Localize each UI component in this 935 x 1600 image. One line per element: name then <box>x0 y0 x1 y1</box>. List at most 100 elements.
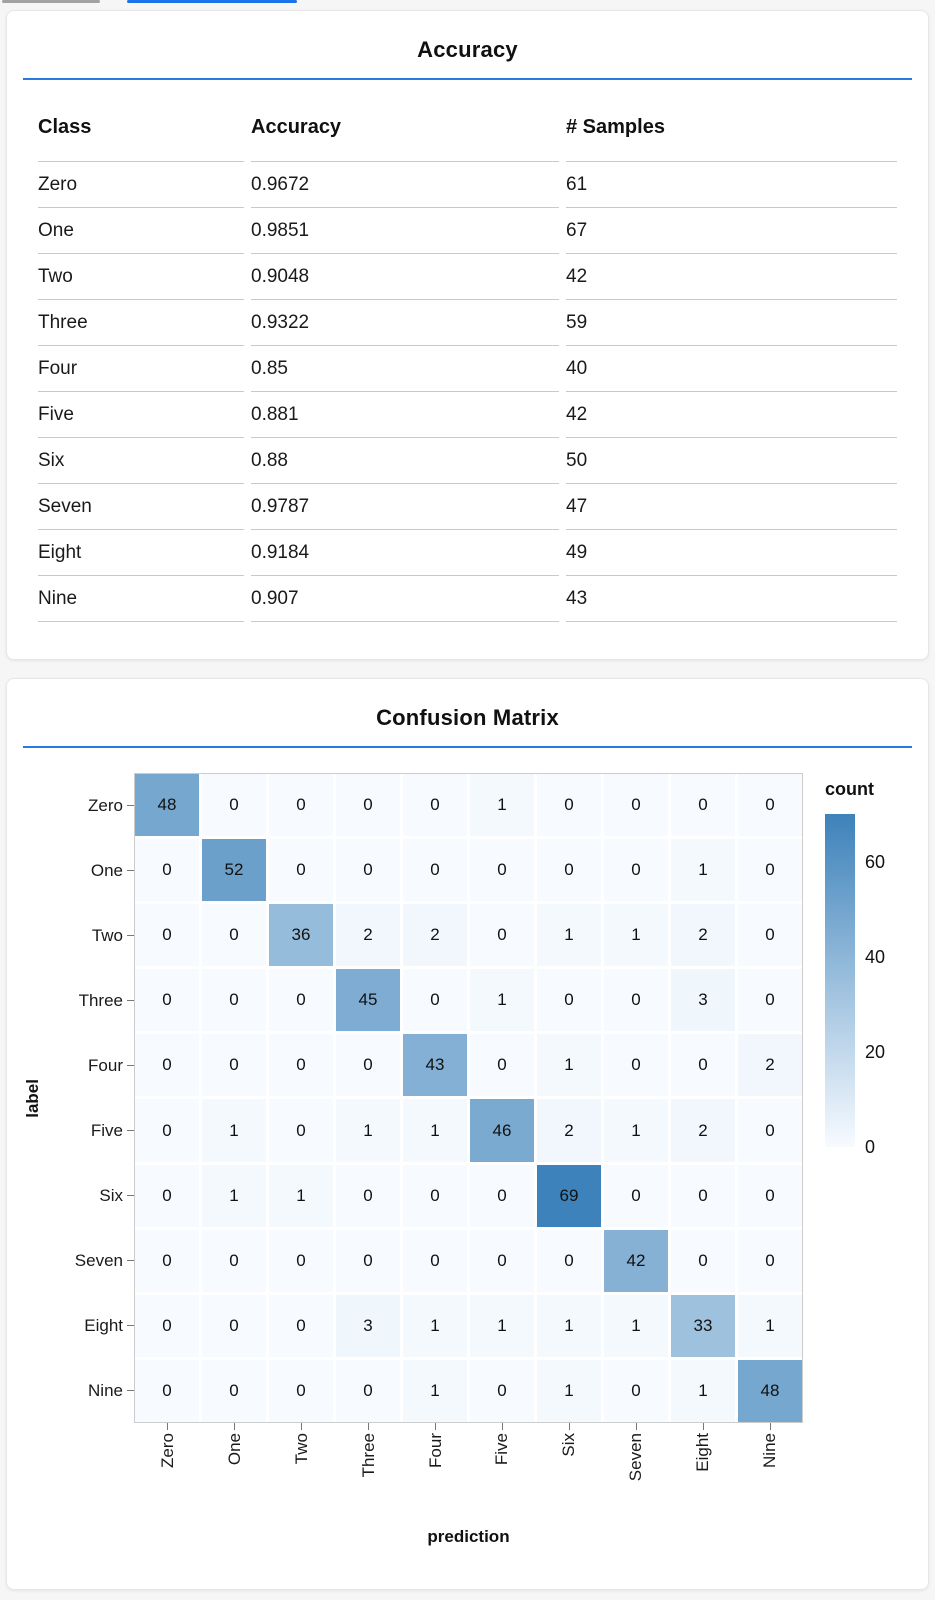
table-cell: Six <box>38 437 244 483</box>
heatmap-cell: 0 <box>604 1359 668 1422</box>
accuracy-panel-title: Accuracy <box>417 37 518 62</box>
legend-tick-label: 0 <box>865 1137 876 1157</box>
heatmap-cell: 46 <box>470 1099 534 1162</box>
table-cell: 0.9322 <box>251 299 559 345</box>
table-row: Nine 0.907 43 <box>38 575 897 622</box>
x-tick-label: Six <box>535 1423 602 1513</box>
heatmap-cell: 1 <box>403 1099 467 1162</box>
heatmap-cell: 0 <box>135 1229 199 1292</box>
table-cell: 50 <box>566 437 897 483</box>
heatmap-cell: 0 <box>403 969 467 1032</box>
heatmap-cell: 0 <box>336 1164 400 1227</box>
heatmap-cell: 52 <box>202 839 266 902</box>
y-tick-label: Nine <box>59 1358 134 1423</box>
x-tick-mark <box>435 1423 437 1430</box>
heatmap-cell: 1 <box>336 1099 400 1162</box>
x-tick-mark <box>702 1423 704 1430</box>
table-cell: Three <box>38 299 244 345</box>
accuracy-title-underline <box>23 78 912 80</box>
x-tick-mark <box>368 1423 370 1430</box>
table-row: Six 0.88 50 <box>38 437 897 483</box>
heatmap-cell: 0 <box>403 1164 467 1227</box>
heatmap-cell: 0 <box>336 839 400 902</box>
table-cell: 49 <box>566 529 897 575</box>
heatmap-cell: 0 <box>671 1229 735 1292</box>
table-cell: 0.85 <box>251 345 559 391</box>
heatmap-cell: 0 <box>202 1359 266 1422</box>
y-tick-mark <box>127 935 134 936</box>
heatmap-grid: 48 0 0 0 0 1 0 0 0 0 0 52 0 0 0 0 0 0 1 0 0 0 36 2 2 0 1 1 2 0 0 0 0 45 0 1… <box>134 773 803 1423</box>
y-tick-mark <box>127 1000 134 1001</box>
heatmap-cell: 0 <box>604 1034 668 1097</box>
heatmap-cell: 0 <box>738 1164 802 1227</box>
heatmap-cell: 33 <box>671 1294 735 1357</box>
heatmap-cell: 48 <box>738 1359 802 1422</box>
accuracy-table: Class Accuracy # Samples Zero 0.9672 61 One… <box>31 98 904 622</box>
table-row: Seven 0.9787 47 <box>38 483 897 529</box>
heatmap-cell: 0 <box>738 1099 802 1162</box>
heatmap-cell: 0 <box>738 839 802 902</box>
heatmap-cell: 0 <box>269 1229 333 1292</box>
heatmap-cell: 0 <box>604 774 668 837</box>
heatmap-cell: 0 <box>738 1229 802 1292</box>
x-tick-mark <box>568 1423 570 1430</box>
heatmap-cell: 0 <box>135 1359 199 1422</box>
heatmap-cell: 1 <box>604 1294 668 1357</box>
table-cell: Nine <box>38 575 244 622</box>
heatmap-cell: 1 <box>537 904 601 967</box>
column-header-accuracy: Accuracy <box>251 116 342 138</box>
heatmap-cell: 0 <box>269 1099 333 1162</box>
heatmap-cell: 0 <box>537 1229 601 1292</box>
top-blue-bar <box>127 0 297 3</box>
heatmap-cell: 1 <box>671 839 735 902</box>
heatmap-cell: 2 <box>336 904 400 967</box>
table-cell: 0.9184 <box>251 529 559 575</box>
heatmap-cell: 0 <box>269 1359 333 1422</box>
x-tick-label: Eight <box>669 1423 736 1513</box>
x-tick-label: Four <box>402 1423 469 1513</box>
x-tick-label: Two <box>268 1423 335 1513</box>
y-tick-mark <box>127 805 134 806</box>
heatmap-cell: 0 <box>336 1229 400 1292</box>
heatmap-cell: 0 <box>604 1164 668 1227</box>
y-tick-mark <box>127 1260 134 1261</box>
y-axis-title: label <box>23 1078 42 1118</box>
table-cell: 0.9672 <box>251 161 559 207</box>
heatmap-cell: 0 <box>604 969 668 1032</box>
heatmap-cell: 36 <box>269 904 333 967</box>
x-tick-label: One <box>201 1423 268 1513</box>
legend-tick-label: 20 <box>865 1041 886 1062</box>
heatmap-cell: 0 <box>671 1164 735 1227</box>
heatmap-cell: 1 <box>671 1359 735 1422</box>
heatmap-cell: 1 <box>202 1099 266 1162</box>
x-tick-mark <box>234 1423 236 1430</box>
table-cell: 0.9787 <box>251 483 559 529</box>
heatmap-cell: 0 <box>202 904 266 967</box>
heatmap-cell: 0 <box>470 839 534 902</box>
table-cell: 0.881 <box>251 391 559 437</box>
accuracy-panel: Accuracy Class Accuracy # Samples Zero 0.… <box>6 10 929 660</box>
table-cell: 0.9048 <box>251 253 559 299</box>
table-row: Three 0.9322 59 <box>38 299 897 345</box>
y-axis-labels: Zero One Two Three Four Five Six Seven Eight Nine <box>59 773 134 1423</box>
x-tick-mark <box>167 1423 169 1430</box>
table-cell: 40 <box>566 345 897 391</box>
x-tick-mark <box>301 1423 303 1430</box>
table-cell: Two <box>38 253 244 299</box>
table-row: Four 0.85 40 <box>38 345 897 391</box>
heatmap-cell: 0 <box>470 1164 534 1227</box>
heatmap-cell: 0 <box>403 1229 467 1292</box>
table-cell: 0.907 <box>251 575 559 622</box>
heatmap-cell: 0 <box>135 1164 199 1227</box>
heatmap-cell: 1 <box>537 1359 601 1422</box>
y-tick-mark <box>127 1195 134 1196</box>
heatmap-cell: 0 <box>470 1034 534 1097</box>
x-tick-mark <box>635 1423 637 1430</box>
heatmap-cell: 1 <box>202 1164 266 1227</box>
table-row: Two 0.9048 42 <box>38 253 897 299</box>
y-tick-label: Three <box>59 968 134 1033</box>
heatmap-cell: 42 <box>604 1229 668 1292</box>
heatmap-cell: 0 <box>470 1359 534 1422</box>
table-row: Five 0.881 42 <box>38 391 897 437</box>
heatmap-cell: 0 <box>135 1034 199 1097</box>
